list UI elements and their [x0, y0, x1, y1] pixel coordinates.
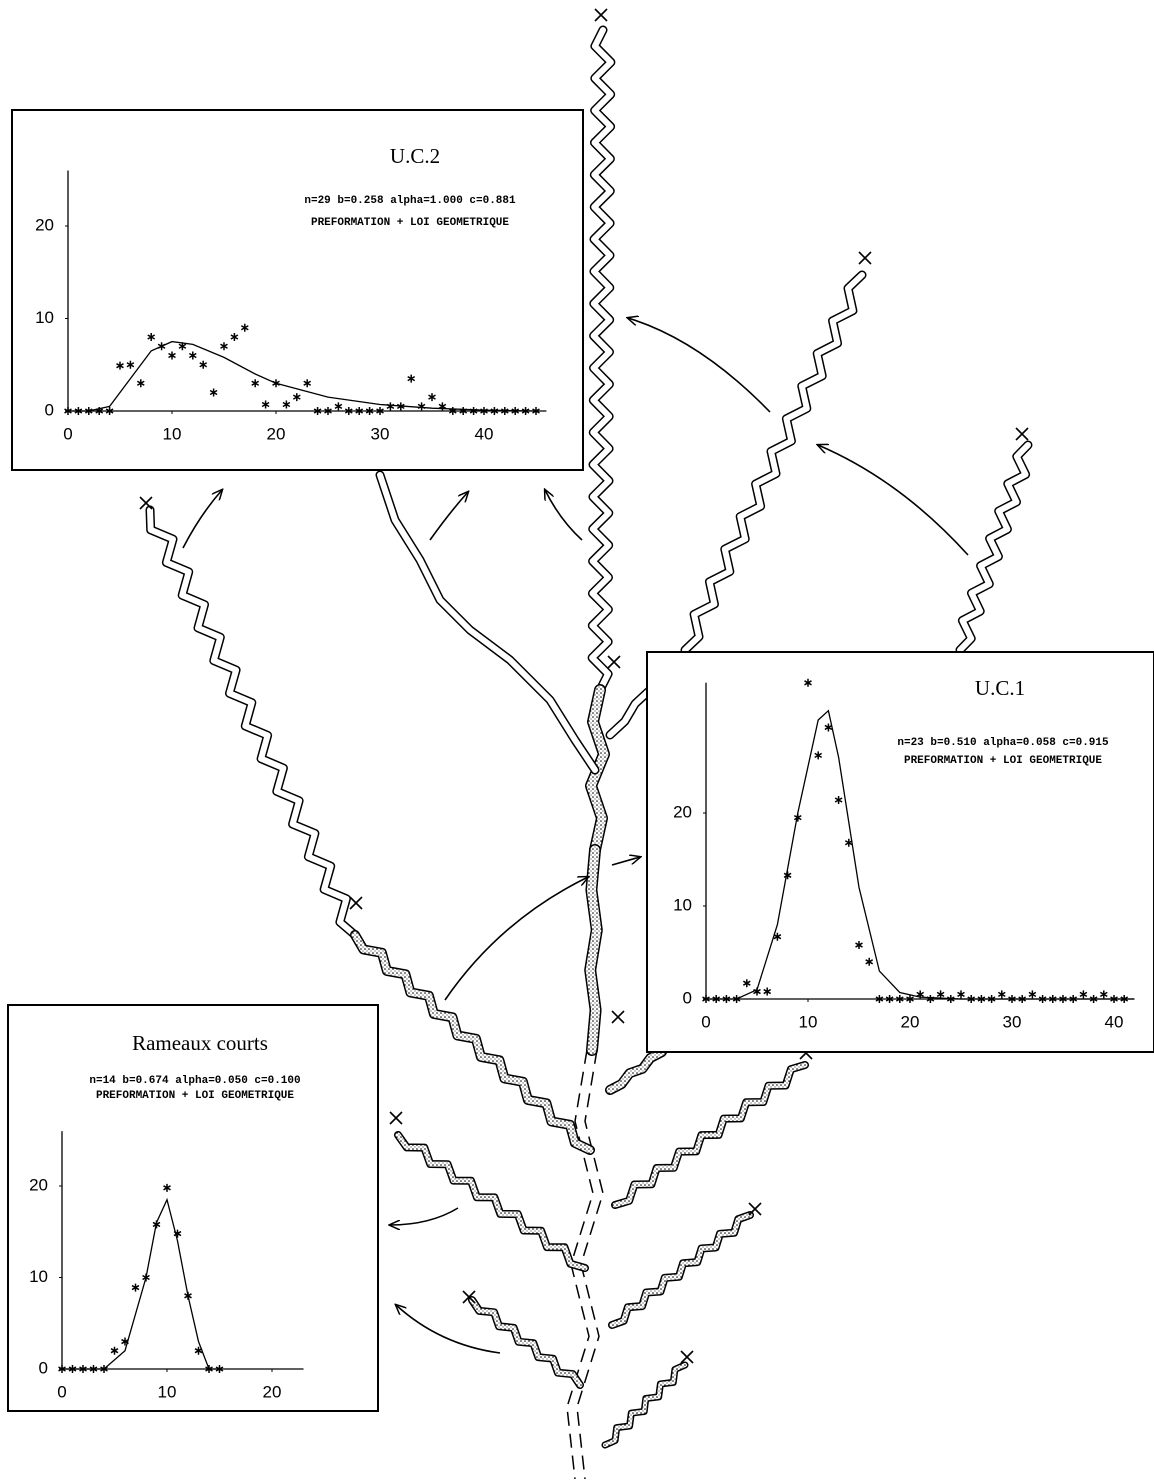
annotation: PREFORMATION + LOI GEOMETRIQUE	[96, 1090, 294, 1102]
x-tick-label: 0	[701, 1012, 710, 1031]
end-cross	[140, 497, 152, 509]
y-tick-label: 0	[683, 988, 692, 1007]
chart-panel: U.C.2 n=29 b=0.258 alpha=1.000 c=0.881 PRE…	[12, 110, 583, 470]
x-tick-label: 20	[263, 1382, 282, 1401]
end-cross	[749, 1203, 761, 1215]
figure: U.C.2 n=29 b=0.258 alpha=1.000 c=0.881 PRE…	[0, 0, 1154, 1479]
x-tick-label: 10	[163, 424, 182, 443]
branch-fill	[590, 850, 597, 1050]
y-tick-label: 0	[39, 1358, 48, 1377]
arrow	[612, 857, 640, 865]
chart-frame	[12, 110, 583, 470]
arrow	[430, 492, 468, 540]
arrow	[390, 1208, 458, 1225]
arrow	[818, 445, 968, 555]
x-tick-label: 40	[475, 424, 494, 443]
x-tick-label: 30	[1003, 1012, 1022, 1031]
x-tick-label: 0	[57, 1382, 66, 1401]
end-cross	[608, 656, 620, 668]
x-tick-label: 10	[799, 1012, 818, 1031]
y-tick-label: 20	[673, 802, 692, 821]
annotation: PREFORMATION + LOI GEOMETRIQUE	[311, 217, 509, 229]
branch-outline	[150, 510, 355, 935]
branch-fill	[592, 30, 611, 690]
branch-fill	[960, 445, 1028, 650]
arrow	[628, 318, 770, 412]
page: {"chart_data":[ {"type":"scatter","title…	[0, 0, 1154, 1479]
branch-outline	[355, 935, 590, 1150]
x-tick-label: 30	[371, 424, 390, 443]
x-tick-label: 20	[901, 1012, 920, 1031]
x-tick-label: 10	[158, 1382, 177, 1401]
branch-fill	[685, 275, 862, 650]
end-cross	[350, 897, 362, 909]
y-tick-label: 0	[45, 400, 54, 419]
arrow	[183, 490, 222, 548]
chart-panel: Rameaux courts n=14 b=0.674 alpha=0.050 c…	[8, 1005, 378, 1411]
y-tick-label: 20	[29, 1175, 48, 1194]
branch-fill	[610, 1052, 662, 1090]
end-cross	[595, 9, 607, 21]
chart-title: U.C.2	[390, 144, 440, 168]
chart-title: Rameaux courts	[132, 1031, 268, 1055]
branch-fill	[612, 1215, 750, 1325]
annotation: n=14 b=0.674 alpha=0.050 c=0.100	[89, 1075, 300, 1087]
chart-panel: U.C.1 n=23 b=0.510 alpha=0.058 c=0.915 PRE…	[647, 652, 1154, 1052]
end-cross	[681, 1351, 693, 1363]
branch-fill	[610, 690, 650, 735]
annotation: n=23 b=0.510 alpha=0.058 c=0.915	[897, 737, 1109, 749]
y-tick-label: 10	[35, 308, 54, 327]
arrow	[545, 490, 582, 540]
charts: U.C.2 n=29 b=0.258 alpha=1.000 c=0.881 PRE…	[8, 110, 1154, 1411]
branch-fill	[398, 1135, 585, 1268]
branch-fill	[605, 1365, 685, 1445]
x-tick-label: 40	[1105, 1012, 1124, 1031]
y-tick-label: 10	[29, 1267, 48, 1286]
end-cross	[612, 1011, 624, 1023]
chart-title: U.C.1	[975, 676, 1025, 700]
x-tick-label: 20	[267, 424, 286, 443]
branch-fill	[472, 1300, 580, 1385]
y-tick-label: 10	[673, 895, 692, 914]
arrow	[445, 877, 588, 1000]
chart-frame	[8, 1005, 378, 1411]
end-cross	[859, 252, 871, 264]
branch-fill	[615, 1065, 805, 1205]
x-tick-label: 0	[63, 424, 72, 443]
annotation: PREFORMATION + LOI GEOMETRIQUE	[904, 755, 1102, 767]
end-cross	[390, 1112, 402, 1124]
end-cross	[1016, 428, 1028, 440]
branch-fill	[150, 510, 355, 935]
y-tick-label: 20	[35, 215, 54, 234]
annotation: n=29 b=0.258 alpha=1.000 c=0.881	[304, 195, 516, 207]
